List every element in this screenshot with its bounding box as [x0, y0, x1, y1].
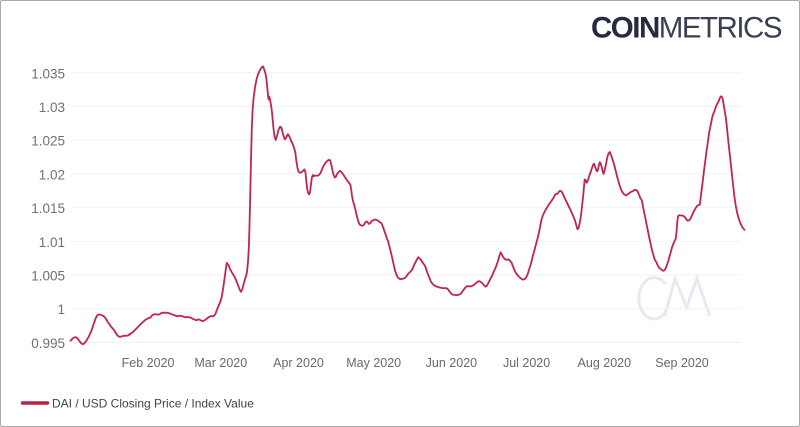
svg-text:1.01: 1.01 [39, 235, 65, 250]
svg-text:1.02: 1.02 [39, 167, 65, 182]
svg-text:1.03: 1.03 [39, 100, 65, 115]
svg-text:Jul 2020: Jul 2020 [503, 356, 550, 370]
svg-text:1.015: 1.015 [31, 201, 65, 216]
svg-text:Feb 2020: Feb 2020 [122, 356, 175, 370]
svg-text:1.025: 1.025 [31, 134, 65, 149]
svg-text:1.035: 1.035 [31, 66, 65, 81]
svg-text:Jun 2020: Jun 2020 [426, 356, 477, 370]
svg-text:Aug 2020: Aug 2020 [578, 356, 632, 370]
svg-text:Mar 2020: Mar 2020 [194, 356, 247, 370]
svg-text:0.995: 0.995 [31, 336, 65, 351]
svg-text:1.005: 1.005 [31, 269, 65, 284]
svg-text:COINMETRICS: COINMETRICS [591, 12, 782, 45]
svg-text:DAI / USD Closing Price / Inde: DAI / USD Closing Price / Index Value [52, 397, 254, 411]
svg-text:Sep 2020: Sep 2020 [655, 356, 709, 370]
svg-text:May 2020: May 2020 [346, 356, 401, 370]
svg-text:1: 1 [57, 302, 65, 317]
svg-text:Apr 2020: Apr 2020 [273, 356, 324, 370]
